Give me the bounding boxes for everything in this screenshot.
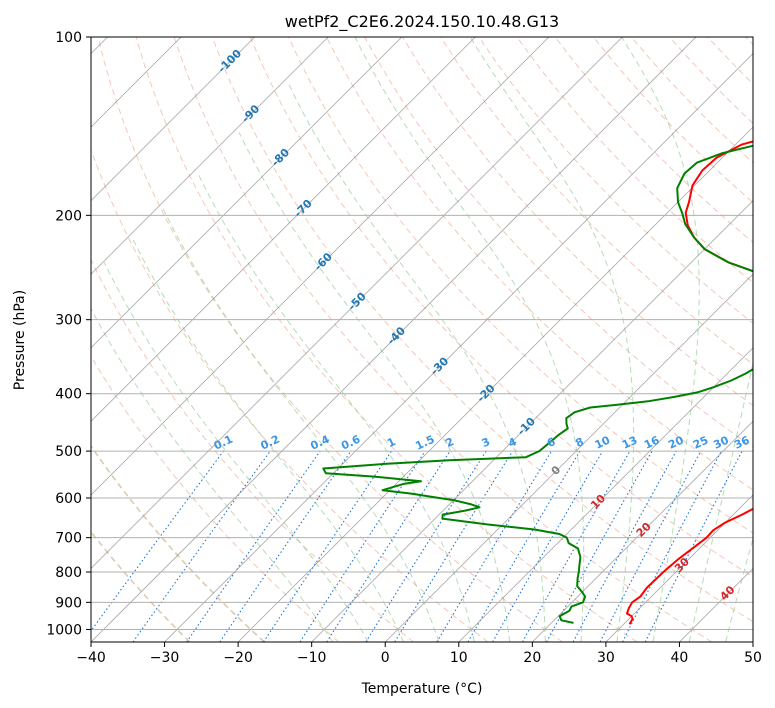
moist-adiabat [688,360,753,642]
isotherm-line [237,126,753,642]
isotherm-line [91,37,623,570]
y-tick-label: 1000 [46,622,82,638]
temperature-profile [626,140,753,625]
dry-adiabat [135,37,638,642]
mixing-ratio-line [644,450,743,642]
y-tick-label: 700 [55,531,82,547]
dry-adiabat [249,37,753,578]
dry-adiabat [97,37,563,642]
y-tick-label: 800 [55,565,82,581]
y-tick-label: 100 [55,30,82,46]
x-tick-label: −30 [150,650,180,666]
mixing-ratio-line [219,450,352,642]
x-tick-label: 20 [523,650,541,666]
x-tick-label: 40 [671,650,689,666]
y-axis-label: Pressure (hPa) [12,290,28,390]
x-axis-label: Temperature (°C) [361,681,483,697]
isotherm-line [91,37,329,275]
plot-frame [90,36,754,643]
dewpoint-profile [322,144,753,624]
mixing-ratio-line [546,450,653,642]
y-tick-label: 300 [55,313,82,329]
dry-adiabat [326,37,753,491]
isotherm-line [91,37,550,496]
mixing-ratio-line [186,450,321,642]
dry-adiabat [287,37,753,534]
moist-adiabat [197,173,475,642]
mixing-ratio-line [91,450,224,632]
mixing-ratio-label: 16 [642,433,662,451]
axes: −40 −30 −20 −10 0 10 20 30 40 50 100 200 300 400 500 60… [46,30,762,666]
mixing-ratio-line [394,450,514,642]
x-tick-label: −20 [223,650,253,666]
mixing-ratio-label: 10 [593,433,613,451]
mixing-ratio-label: 36 [732,433,752,451]
x-tick-label: −40 [76,650,106,666]
isotherm-line [91,37,697,642]
isotherm-line [384,273,753,642]
mixing-ratio-line [572,450,677,642]
isotherm-line [91,37,403,349]
moist-adiabat [162,208,440,642]
dry-adiabat [91,258,414,642]
mixing-ratio-label: 13 [620,434,639,452]
isotherm-line [458,347,753,642]
mixing-ratio-label: 20 [666,433,686,451]
dry-adiabat [173,37,713,642]
x-tick-label: −10 [297,650,327,666]
mixing-ratio-line [263,450,392,642]
mixing-ratio-line [132,450,271,642]
isotherm-line [164,52,753,642]
mixing-ratio-line [326,450,451,642]
y-tick-label: 500 [55,444,82,460]
moist-adiabat [288,83,546,642]
isotherm-line [91,37,255,202]
chart-title: wetPf2_C2E6.2024.150.10.48.G13 [285,12,559,32]
moist-adiabat [91,307,334,642]
mixing-ratio-line [522,450,631,642]
moist-adiabat [621,37,700,642]
dry-adiabat [91,355,340,642]
dry-adiabat [91,444,265,642]
y-tick-label: 600 [55,491,82,507]
profile-lines [322,140,753,625]
mixing-ratio-label: 30 [711,433,731,451]
x-tick-label: 50 [744,650,762,666]
y-tick-label: 900 [55,595,82,611]
mixing-ratio-line [299,450,426,642]
isotherm-line [605,494,753,642]
x-tick-label: 0 [381,650,390,666]
moist-adiabat [132,239,405,642]
mixing-ratio-label: 25 [691,434,710,452]
dry-adiabat [211,37,753,623]
y-tick-label: 400 [55,387,82,403]
moist-adiabat [725,536,753,642]
isotherm-line [311,200,753,642]
x-tick-label: 10 [450,650,468,666]
x-tick-label: 30 [597,650,615,666]
isotherm-line [532,420,753,642]
isotherm-line [91,37,476,422]
y-tick-label: 200 [55,208,82,224]
